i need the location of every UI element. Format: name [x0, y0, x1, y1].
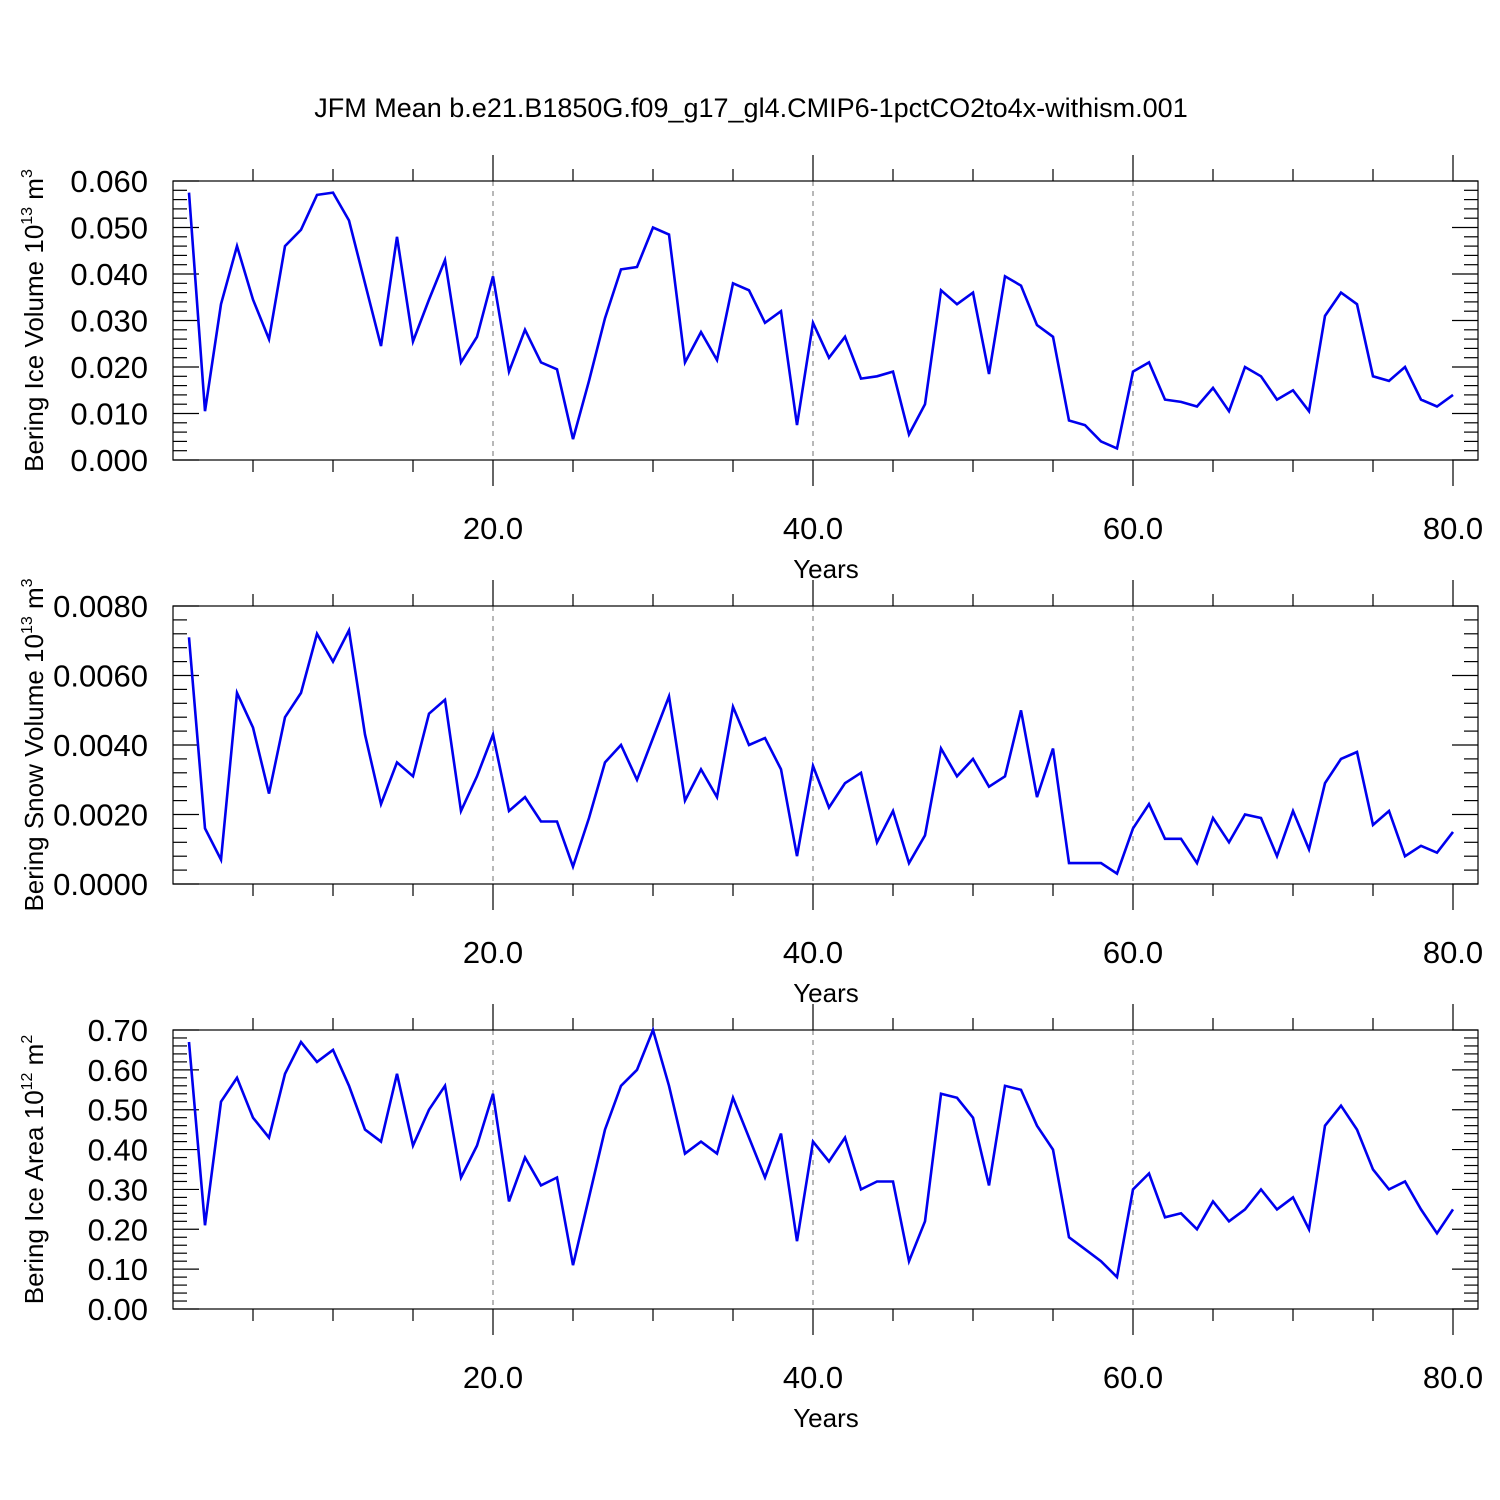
y-tick-label: 0.0000 [53, 867, 148, 902]
plot-frame [172, 180, 1479, 461]
y-tick-label: 0.60 [88, 1053, 148, 1088]
y-tick-label: 0.020 [70, 350, 148, 385]
y-tick-label: 0.060 [70, 164, 148, 199]
x-tick-label: 80.0 [1423, 511, 1483, 546]
x-axis-label: Years [793, 1403, 859, 1433]
x-tick-label: 20.0 [463, 935, 523, 970]
y-tick-label: 0.00 [88, 1292, 148, 1327]
y-tick-label: 0.0080 [53, 589, 148, 624]
panel-1: 20.0 40.0 60.0 80.0 0.000 0.010 0.020 0.030 0.04… [19, 155, 1483, 584]
x-tick-label: 80.0 [1423, 1360, 1483, 1395]
x-axis-label: Years [793, 978, 859, 1008]
y-axis-label: Bering Ice Volume 1013 m3 [19, 169, 49, 472]
y-axis-label: Bering Ice Area 1012 m2 [19, 1035, 49, 1305]
y-tick-label: 0.70 [88, 1013, 148, 1048]
panel-2: 20.0 40.0 60.0 80.0 0.0000 0.0020 0.0040 0.0060… [19, 578, 1483, 1008]
x-tick-label: 60.0 [1103, 1360, 1163, 1395]
series-line [187, 191, 1454, 451]
y-tick-label: 0.050 [70, 211, 148, 246]
series-line [187, 1025, 1455, 1280]
y-tick-label: 0.000 [70, 443, 148, 478]
y-tick-label: 0.40 [88, 1133, 148, 1168]
series-line [187, 626, 1455, 876]
y-tick-label: 0.0040 [53, 728, 148, 763]
x-tick-label: 40.0 [783, 935, 843, 970]
x-tick-label: 60.0 [1103, 935, 1163, 970]
x-tick-label: 40.0 [783, 1360, 843, 1395]
y-tick-label: 0.040 [70, 257, 148, 292]
y-tick-label: 0.30 [88, 1172, 148, 1207]
y-tick-label: 0.0060 [53, 659, 148, 694]
plot-frame [172, 1029, 1479, 1310]
x-tick-label: 20.0 [463, 511, 523, 546]
x-tick-label: 20.0 [463, 1360, 523, 1395]
x-axis-label: Years [793, 554, 859, 584]
y-tick-label: 0.10 [88, 1252, 148, 1287]
y-axis-label: Bering Snow Volume 1013 m3 [19, 578, 49, 911]
x-tick-label: 40.0 [783, 511, 843, 546]
y-tick-label: 0.50 [88, 1093, 148, 1128]
y-tick-label: 0.0020 [53, 798, 148, 833]
y-tick-label: 0.20 [88, 1212, 148, 1247]
x-tick-label: 60.0 [1103, 511, 1163, 546]
y-tick-label: 0.010 [70, 397, 148, 432]
chart-title: JFM Mean b.e21.B1850G.f09_g17_gl4.CMIP6-… [314, 93, 1187, 123]
y-tick-label: 0.030 [70, 304, 148, 339]
x-tick-label: 80.0 [1423, 935, 1483, 970]
panel-3: 20.0 40.0 60.0 80.0 0.00 0.10 0.20 0.30 0.40 0.50… [19, 1004, 1483, 1433]
